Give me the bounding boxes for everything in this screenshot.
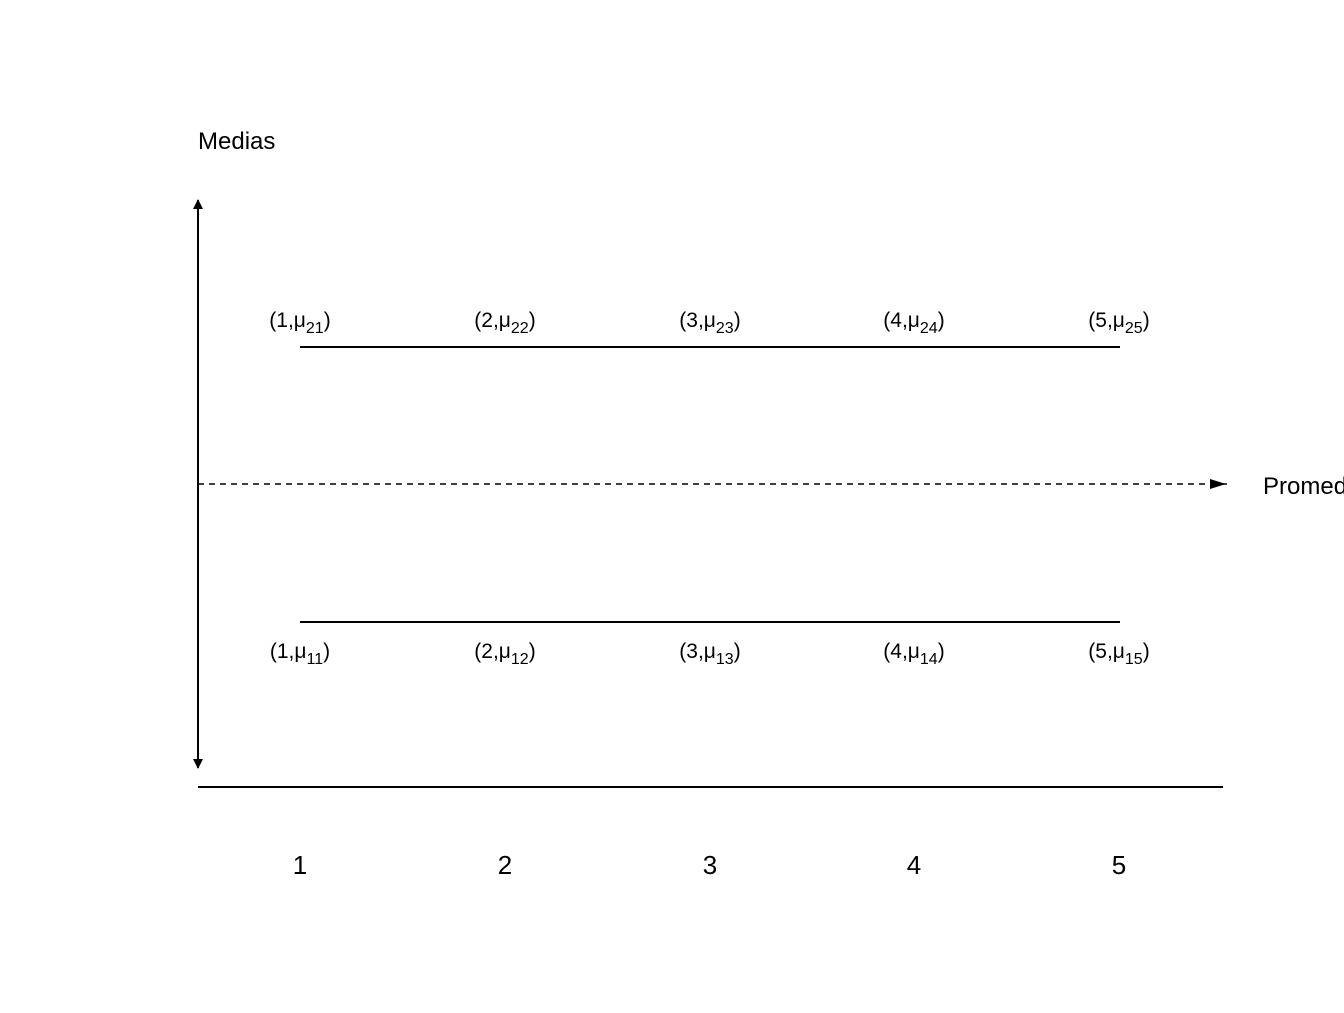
- point-label-close: ): [938, 640, 945, 663]
- point-label-close: ): [529, 309, 536, 332]
- x-tick-label-1: 1: [293, 850, 307, 880]
- x-tick-labels: 1 2 3 4 5: [293, 850, 1126, 880]
- upper-point-label-4: (4,μ24): [883, 309, 944, 337]
- average-arrowhead: [1210, 479, 1226, 489]
- point-label-prefix: (2,: [474, 640, 499, 663]
- mu-symbol: μ: [499, 640, 511, 663]
- mu-symbol: μ: [908, 309, 920, 332]
- mu-subscript: 12: [511, 651, 529, 668]
- point-label-close: ): [324, 309, 331, 332]
- mu-subscript: 23: [716, 320, 734, 337]
- point-label-prefix: (1,: [269, 309, 294, 332]
- point-label-close: ): [938, 309, 945, 332]
- mu-subscript: 13: [716, 651, 734, 668]
- mu-subscript: 14: [920, 651, 938, 668]
- x-dashed-label: Promedio: [1263, 473, 1344, 500]
- mu-subscript: 25: [1125, 320, 1143, 337]
- mu-subscript: 22: [511, 320, 529, 337]
- lower-point-label-5: (5,μ15): [1088, 640, 1149, 668]
- point-label-prefix: (1,: [270, 640, 295, 663]
- upper-point-label-3: (3,μ23): [679, 309, 740, 337]
- point-label-prefix: (5,: [1088, 309, 1113, 332]
- mu-symbol: μ: [704, 640, 716, 663]
- x-tick-label-4: 4: [907, 850, 921, 880]
- y-axis-title: Medias: [198, 128, 275, 155]
- point-label-close: ): [1143, 640, 1150, 663]
- mu-symbol: μ: [1113, 309, 1125, 332]
- upper-point-label-2: (2,μ22): [474, 309, 535, 337]
- point-label-prefix: (4,: [883, 640, 908, 663]
- mu-subscript: 24: [920, 320, 938, 337]
- lower-point-label-3: (3,μ13): [679, 640, 740, 668]
- x-tick-label-3: 3: [703, 850, 717, 880]
- mu-symbol: μ: [704, 309, 716, 332]
- point-label-close: ): [529, 640, 536, 663]
- upper-point-label-5: (5,μ25): [1088, 309, 1149, 337]
- lower-point-label-1: (1,μ11): [270, 640, 330, 668]
- mu-symbol: μ: [908, 640, 920, 663]
- x-tick-label-2: 2: [498, 850, 512, 880]
- mu-subscript: 15: [1125, 651, 1143, 668]
- point-label-prefix: (5,: [1088, 640, 1113, 663]
- mu-subscript: 21: [306, 320, 324, 337]
- mu-symbol: μ: [1113, 640, 1125, 663]
- lower-point-label-4: (4,μ14): [883, 640, 944, 668]
- upper-point-label-1: (1,μ21): [269, 309, 330, 337]
- lower-point-label-2: (2,μ12): [474, 640, 535, 668]
- mu-symbol: μ: [499, 309, 511, 332]
- mu-subscript: 11: [307, 651, 324, 668]
- point-label-prefix: (4,: [883, 309, 908, 332]
- upper-point-labels: (1,μ21) (2,μ22) (3,μ23) (4,μ24) (5,μ25): [269, 309, 1149, 337]
- x-tick-label-5: 5: [1112, 850, 1126, 880]
- point-label-close: ): [734, 640, 741, 663]
- point-label-prefix: (3,: [679, 640, 704, 663]
- point-label-close: ): [323, 640, 330, 663]
- point-label-prefix: (3,: [679, 309, 704, 332]
- point-label-close: ): [1143, 309, 1150, 332]
- mu-symbol: μ: [294, 640, 306, 663]
- mu-symbol: μ: [294, 309, 306, 332]
- point-label-prefix: (2,: [474, 309, 499, 332]
- point-label-close: ): [734, 309, 741, 332]
- lower-point-labels: (1,μ11) (2,μ12) (3,μ13) (4,μ14) (5,μ15): [270, 640, 1150, 668]
